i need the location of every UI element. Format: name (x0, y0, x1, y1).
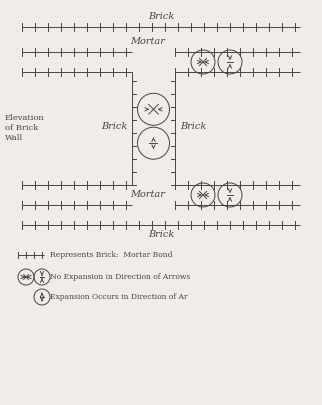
Text: Mortar: Mortar (130, 190, 165, 199)
Text: Brick: Brick (101, 122, 127, 131)
Text: Elevation: Elevation (5, 115, 45, 122)
Text: Mortar: Mortar (130, 37, 165, 46)
Text: Brick: Brick (180, 122, 206, 131)
Text: Represents Brick:  Mortar Bond: Represents Brick: Mortar Bond (50, 251, 173, 259)
Text: Brick: Brick (148, 12, 174, 21)
Text: Brick: Brick (148, 230, 174, 239)
Text: No Expansion in Direction of Arrows: No Expansion in Direction of Arrows (50, 273, 190, 281)
Text: Wall: Wall (5, 134, 23, 143)
Text: of Brick: of Brick (5, 124, 38, 132)
Text: Expansion Occurs in Direction of Ar: Expansion Occurs in Direction of Ar (50, 293, 187, 301)
